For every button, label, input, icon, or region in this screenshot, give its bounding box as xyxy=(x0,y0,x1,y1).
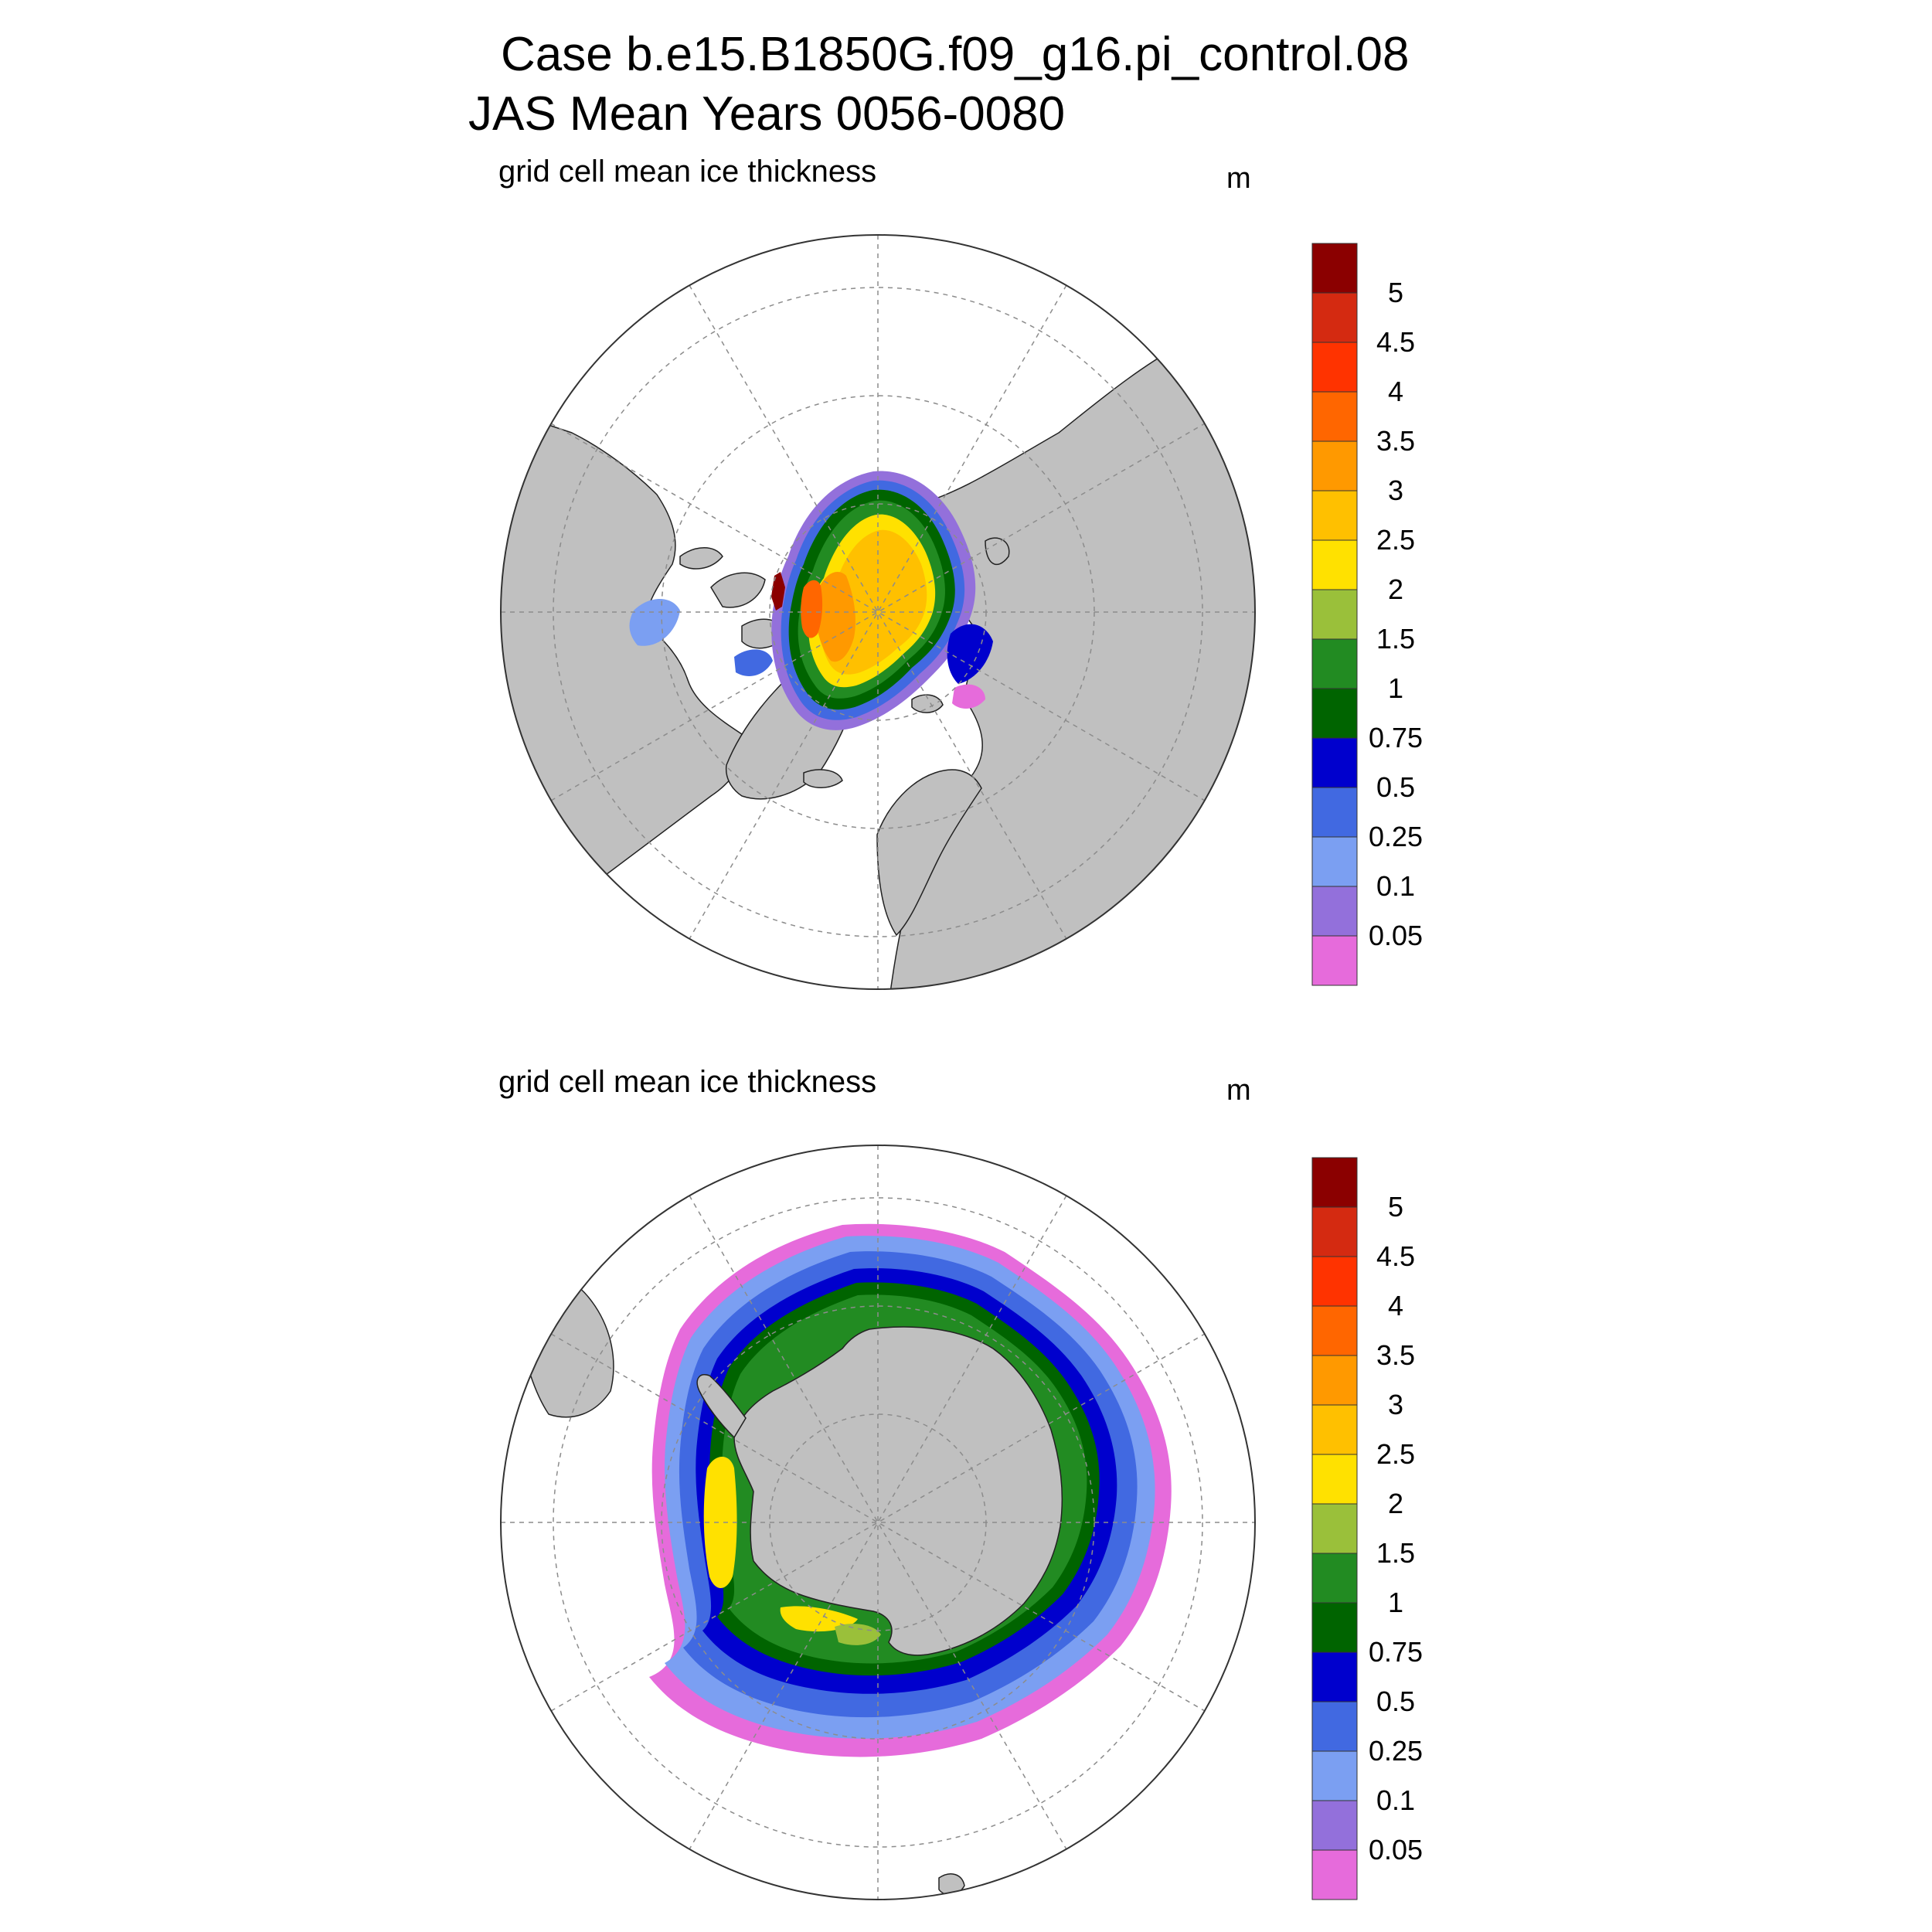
arctic-colorbar-swatch xyxy=(1311,836,1358,887)
antarctic-colorbar-swatch xyxy=(1311,1355,1358,1406)
antarctic-colorbar-tick-label: 2 xyxy=(1388,1488,1403,1519)
figure-title-line1: Case b.e15.B1850G.f09_g16.pi_control.08 xyxy=(501,28,1410,81)
antarctic-colorbar-tick-label: 2.5 xyxy=(1376,1438,1415,1470)
antarctic-colorbar-swatch xyxy=(1311,1553,1358,1604)
antarctic-colorbar-swatch xyxy=(1311,1404,1358,1455)
arctic-colorbar-swatch xyxy=(1311,391,1358,442)
antarctic-colorbar-tick-label: 1 xyxy=(1388,1587,1403,1618)
antarctic-unit-label: m xyxy=(1226,1074,1251,1107)
arctic-unit-label: m xyxy=(1226,162,1251,195)
antarctic-colorbar-swatch xyxy=(1311,1256,1358,1307)
antarctic-colorbar-tick-label: 0.05 xyxy=(1369,1834,1423,1866)
antarctic-peninsula-land xyxy=(696,1374,747,1439)
arctic-colorbar-swatch xyxy=(1311,935,1358,986)
antarctic-colorbar-swatch xyxy=(1311,1602,1358,1653)
arctic-colorbar-swatch xyxy=(1311,737,1358,788)
antarctic-map-border xyxy=(500,1145,1256,1900)
arctic-panel-title: grid cell mean ice thickness xyxy=(498,155,877,189)
arctic-colorbar-tick-label: 0.05 xyxy=(1369,920,1423,951)
arctic-colorbar-swatch xyxy=(1311,342,1358,393)
arctic-colorbar-swatch xyxy=(1311,539,1358,590)
antarctic-colorbar-swatch xyxy=(1311,1157,1358,1208)
arctic-map-border xyxy=(500,234,1256,990)
antarctic-colorbar-swatch xyxy=(1311,1800,1358,1851)
arctic-colorbar-tick-label: 4 xyxy=(1388,376,1403,407)
arctic-sea-ice xyxy=(629,471,993,730)
arctic-colorbar-tick-label: 2 xyxy=(1388,573,1403,605)
antarctic-colorbar-swatch xyxy=(1311,1651,1358,1702)
antarctic-colorbar-tick-label: 3 xyxy=(1388,1389,1403,1420)
arctic-colorbar-tick-label: 0.25 xyxy=(1369,821,1423,852)
arctic-colorbar-tick-label: 4.5 xyxy=(1376,326,1415,358)
arctic-colorbar-tick-label: 3 xyxy=(1388,474,1403,506)
antarctic-colorbar-tick-label: 1.5 xyxy=(1376,1537,1415,1569)
arctic-colorbar-tick-label: 1.5 xyxy=(1376,623,1415,655)
antarctic-colorbar-tick-label: 0.25 xyxy=(1369,1735,1423,1767)
arctic-colorbar-swatch xyxy=(1311,292,1358,343)
arctic-colorbar: 5 4.5 4 3.5 3 2.5 2 1.5 1 0.75 0.5 0.25 0.1 0.05 xyxy=(1311,243,1423,986)
arctic-colorbar-swatch xyxy=(1311,638,1358,689)
antarctic-colorbar-swatch xyxy=(1311,1454,1358,1505)
antarctic-colorbar-swatch xyxy=(1311,1206,1358,1257)
arctic-colorbar-swatch xyxy=(1311,688,1358,739)
arctic-colorbar-tick-label: 0.1 xyxy=(1376,870,1415,902)
antarctic-colorbar-swatch xyxy=(1311,1849,1358,1900)
antarctic-colorbar-swatch xyxy=(1311,1305,1358,1356)
antarctic-colorbar-swatch xyxy=(1311,1503,1358,1554)
antarctica-land xyxy=(733,1326,1063,1656)
antarctic-graticule xyxy=(501,1145,1255,1900)
arctic-colorbar-tick-label: 2.5 xyxy=(1376,524,1415,556)
arctic-colorbar-swatch xyxy=(1311,440,1358,492)
antarctic-colorbar-tick-label: 5 xyxy=(1388,1191,1403,1223)
arctic-map xyxy=(500,234,1256,990)
new-zealand-land xyxy=(938,1873,965,1896)
antarctic-panel-title: grid cell mean ice thickness xyxy=(498,1065,877,1099)
arctic-colorbar-swatch xyxy=(1311,243,1358,294)
arctic-colorbar-tick-label: 5 xyxy=(1388,277,1403,308)
antarctic-colorbar-tick-label: 0.1 xyxy=(1376,1784,1415,1816)
arctic-colorbar-tick-label: 0.75 xyxy=(1369,722,1423,753)
antarctic-colorbar-swatch xyxy=(1311,1750,1358,1801)
antarctic-colorbar-swatch xyxy=(1311,1701,1358,1752)
antarctic-map xyxy=(500,1145,1256,1900)
arctic-colorbar-swatch xyxy=(1311,589,1358,640)
arctic-colorbar-swatch xyxy=(1311,886,1358,937)
arctic-colorbar-tick-label: 0.5 xyxy=(1376,771,1415,803)
arctic-colorbar-tick-label: 1 xyxy=(1388,672,1403,704)
arctic-colorbar-tick-label: 3.5 xyxy=(1376,425,1415,457)
antarctic-colorbar-tick-label: 0.75 xyxy=(1369,1636,1423,1668)
antarctic-colorbar: 5 4.5 4 3.5 3 2.5 2 1.5 1 0.75 0.5 0.25 0.1 0.05 xyxy=(1311,1157,1423,1900)
antarctic-colorbar-tick-label: 3.5 xyxy=(1376,1339,1415,1371)
antarctic-colorbar-tick-label: 4 xyxy=(1388,1290,1403,1321)
arctic-colorbar-swatch xyxy=(1311,787,1358,838)
arctic-colorbar-swatch xyxy=(1311,490,1358,541)
antarctic-colorbar-tick-label: 0.5 xyxy=(1376,1685,1415,1717)
antarctic-colorbar-tick-label: 4.5 xyxy=(1376,1240,1415,1272)
figure-title-line2: JAS Mean Years 0056-0080 xyxy=(468,87,1066,141)
arctic-graticule xyxy=(501,235,1255,989)
